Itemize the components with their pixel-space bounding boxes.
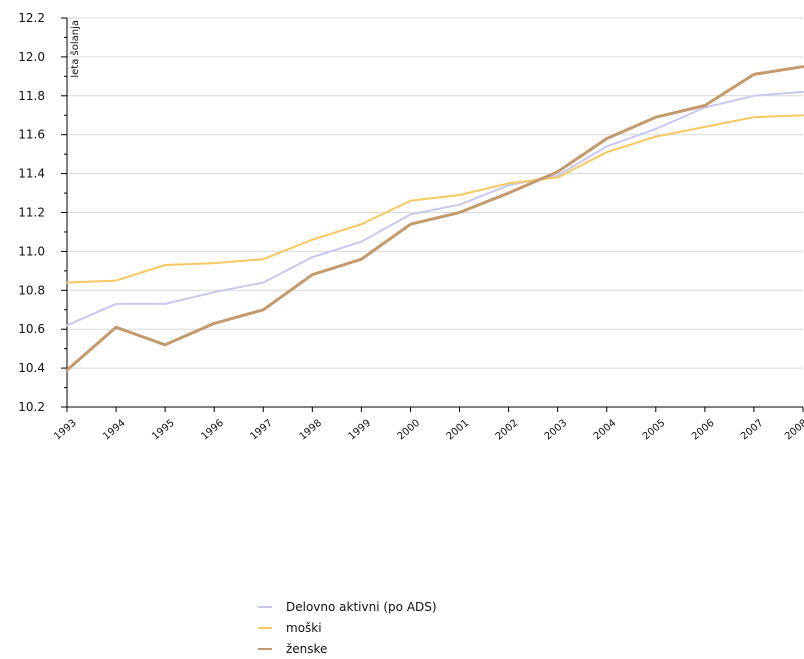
- x-tick-label: 2004: [592, 418, 619, 443]
- legend: Delovno aktivni (po ADS) moški ženske: [258, 596, 437, 659]
- legend-swatch: [258, 605, 272, 608]
- x-tick-label: 1993: [52, 418, 79, 443]
- x-tick-label: 2006: [690, 418, 717, 443]
- y-axis-label: leta šolanja: [69, 20, 81, 78]
- legend-swatch: [258, 647, 272, 650]
- y-tick-label: 10.4: [18, 361, 45, 375]
- y-tick-label: 10.6: [18, 322, 45, 336]
- x-tick-label: 2008: [783, 418, 804, 443]
- legend-label: ženske: [286, 641, 328, 656]
- x-tick-label: 2003: [543, 418, 570, 443]
- legend-label: Delovno aktivni (po ADS): [286, 599, 437, 614]
- legend-item: moški: [258, 617, 437, 638]
- legend-swatch: [258, 626, 272, 629]
- x-tick-label: 2000: [396, 418, 423, 443]
- x-tick-label: 2002: [494, 418, 521, 443]
- line-chart: 10.2 10.4 10.6 10.8 11.0 11.2 11.4 11.6 11.8 12.0…: [18, 11, 804, 443]
- y-tick-label: 12.2: [18, 11, 45, 25]
- y-tick-label: 11.2: [18, 206, 45, 220]
- series-line-1: [66, 114, 804, 284]
- y-tick-label: 11.6: [18, 128, 45, 142]
- x-tick-label: 1995: [150, 418, 177, 443]
- x-tick-label: 2001: [445, 418, 472, 443]
- x-tick-label: 1996: [199, 418, 226, 443]
- x-tick-labels: 1993 1994 1995 1996 1997 1998 1999 2000 2001 2002…: [52, 418, 804, 443]
- y-tick-label: 10.2: [18, 400, 45, 414]
- y-tick-label: 10.8: [18, 283, 45, 297]
- series-line-2: [65, 65, 804, 372]
- y-tick-label: 11.4: [18, 167, 45, 181]
- series-line-0: [66, 90, 804, 327]
- x-tick-label: 1998: [297, 418, 324, 443]
- x-tick-label: 1997: [248, 418, 275, 443]
- y-tick-label: 11.0: [18, 244, 45, 258]
- x-tick-label: 2005: [641, 418, 668, 443]
- legend-label: moški: [286, 620, 322, 635]
- x-tick-label: 2007: [739, 418, 766, 443]
- y-tick-label: 12.0: [18, 50, 45, 64]
- grid-lines: [67, 17, 803, 369]
- x-tick-label: 1999: [347, 418, 374, 443]
- x-tick-label: 1994: [101, 418, 128, 443]
- axes: [61, 17, 804, 412]
- legend-item: ženske: [258, 638, 437, 659]
- y-tick-labels: 10.2 10.4 10.6 10.8 11.0 11.2 11.4 11.6 11.8 12.0…: [18, 11, 45, 414]
- y-tick-label: 11.8: [18, 89, 45, 103]
- series-lines: [65, 65, 804, 372]
- legend-item: Delovno aktivni (po ADS): [258, 596, 437, 617]
